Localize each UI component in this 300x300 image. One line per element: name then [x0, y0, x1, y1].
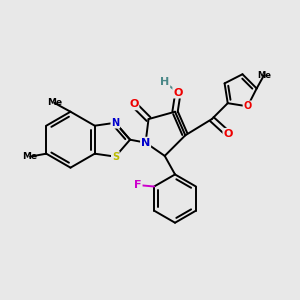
Text: Me: Me — [257, 71, 271, 80]
Text: Me: Me — [47, 98, 62, 107]
Text: F: F — [134, 180, 142, 190]
Text: N: N — [111, 118, 119, 128]
Text: O: O — [173, 88, 183, 98]
Text: H: H — [160, 77, 169, 87]
Text: S: S — [112, 152, 119, 162]
Text: O: O — [243, 101, 252, 111]
Text: Me: Me — [22, 152, 38, 161]
Text: O: O — [223, 129, 233, 139]
Text: N: N — [141, 138, 150, 148]
Text: O: O — [129, 99, 139, 110]
